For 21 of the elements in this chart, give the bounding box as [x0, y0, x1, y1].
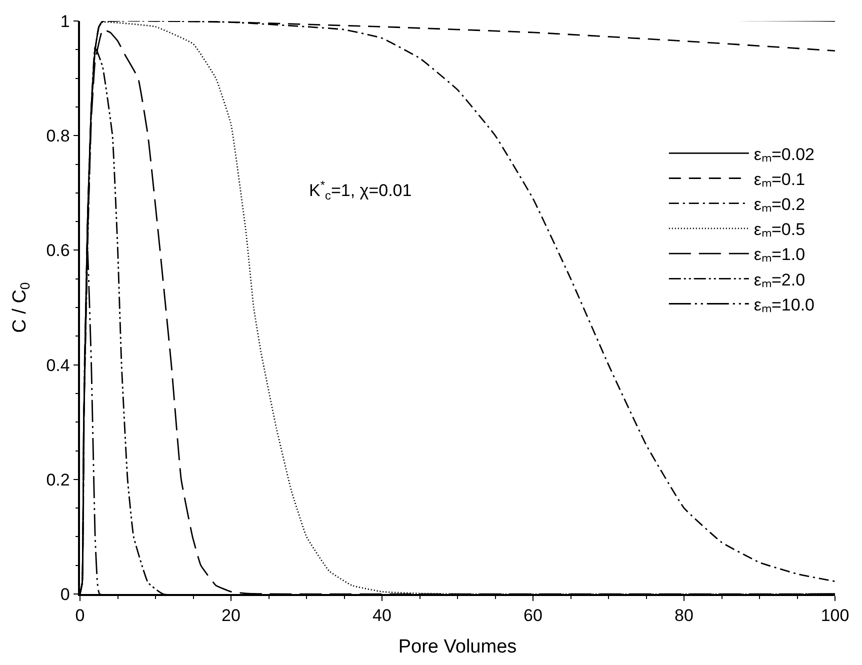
y-tick-label: 0.8 — [46, 126, 70, 146]
y-tick-label: 0 — [60, 584, 70, 604]
y-tick-label: 0.4 — [46, 356, 70, 375]
x-tick-label: 60 — [524, 606, 542, 626]
legend-label: εₘ=0.1 — [754, 170, 806, 189]
x-tick-label: 40 — [372, 606, 392, 626]
legend-label: εₘ=1.0 — [754, 245, 806, 264]
legend-label: εₘ=0.2 — [754, 194, 806, 214]
y-tick-label: 0.2 — [46, 470, 70, 490]
y-tick-label: 1 — [60, 12, 70, 31]
legend-label: εₘ=10.0 — [754, 295, 814, 314]
legend-label: εₘ=0.02 — [754, 144, 814, 164]
x-tick-label: 0 — [75, 606, 85, 626]
x-tick-label: 20 — [222, 606, 240, 626]
legend-label: εₘ=2.0 — [754, 270, 806, 290]
x-axis-title: Pore Volumes — [398, 636, 517, 658]
legend-label: εₘ=0.5 — [754, 220, 806, 240]
x-tick-label: 100 — [820, 606, 850, 626]
annotation: K$^{*}$$_{c}$=1, χ=0.01 — [309, 178, 412, 203]
x-tick-label: 80 — [674, 606, 694, 626]
y-tick-label: 0.6 — [46, 241, 70, 260]
